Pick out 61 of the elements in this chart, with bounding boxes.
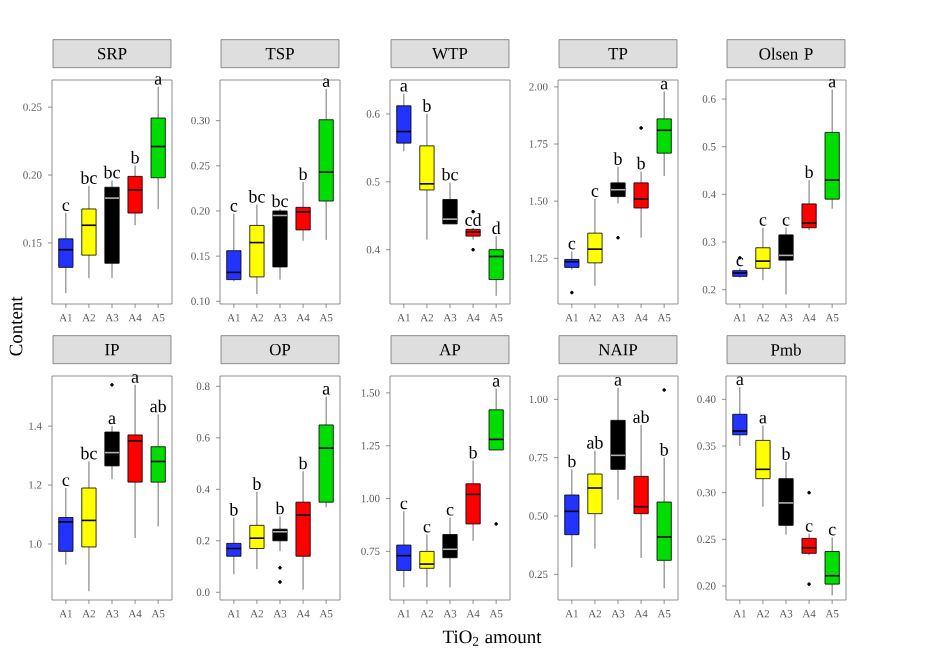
annotation: b [275, 501, 284, 515]
chart-title: Olsen P [759, 47, 813, 60]
annotation: c [828, 526, 836, 536]
annotation: a [322, 386, 330, 395]
annotation: bc [271, 194, 288, 208]
annotation: b [659, 443, 668, 456]
annotation: a [759, 414, 767, 424]
annotation: b [567, 454, 576, 468]
annotation: b [636, 156, 645, 170]
annotation: a [828, 78, 836, 88]
x-axis-title: TiO$_{2}$ amount [442, 630, 542, 646]
chart-title: SRP [98, 47, 127, 60]
annotation: bc [441, 167, 458, 181]
annotation: c [446, 506, 454, 516]
chart-title: TSP [265, 47, 294, 60]
annotation: bc [80, 171, 97, 184]
annotation: a [660, 80, 668, 90]
annotation: a [400, 83, 408, 92]
annotation: c [400, 500, 408, 510]
annotation: bc [80, 446, 97, 460]
annotation: d [492, 221, 501, 235]
chart-title: OP [269, 343, 291, 356]
annotation: c [782, 217, 790, 226]
annotation: c [62, 202, 70, 212]
chart-title: IP [105, 344, 119, 356]
annotation: c [805, 523, 813, 532]
annotation: c [568, 240, 576, 250]
annotation: b [229, 503, 238, 516]
annotation: b [804, 165, 813, 179]
annotation: c [62, 477, 70, 487]
chart-title: Pmb [770, 343, 801, 356]
chart-title: AP [439, 344, 461, 356]
annotation: a [154, 76, 162, 85]
annotation: b [613, 152, 622, 165]
annotation: b [252, 477, 261, 490]
y-axis-title: Content [9, 296, 23, 356]
annotation: b [422, 99, 431, 112]
chart-title: NAIP [598, 344, 638, 356]
annotation: c [591, 188, 599, 197]
annotation: a [131, 374, 139, 383]
annotation: a [108, 415, 116, 425]
annotation: c [759, 217, 767, 226]
chart-title: WTP [432, 47, 468, 60]
annotation: a [614, 377, 622, 386]
annotation: c [423, 523, 431, 533]
annotation: b [468, 445, 477, 459]
annotation: b [130, 150, 139, 164]
annotation: ab [587, 436, 603, 449]
annotation: a [736, 376, 744, 386]
chart-title: TP [608, 48, 628, 60]
annotation: b [298, 167, 307, 181]
annotation: a [492, 378, 500, 387]
annotation: a [322, 78, 330, 88]
annotation: cd [465, 213, 482, 226]
annotation: b [781, 447, 790, 460]
annotation: ab [633, 410, 649, 424]
annotation: b [298, 456, 307, 470]
annotation: bc [103, 165, 120, 179]
annotation: ab [150, 399, 166, 413]
annotation: c [230, 203, 238, 212]
annotation: bc [248, 190, 265, 203]
